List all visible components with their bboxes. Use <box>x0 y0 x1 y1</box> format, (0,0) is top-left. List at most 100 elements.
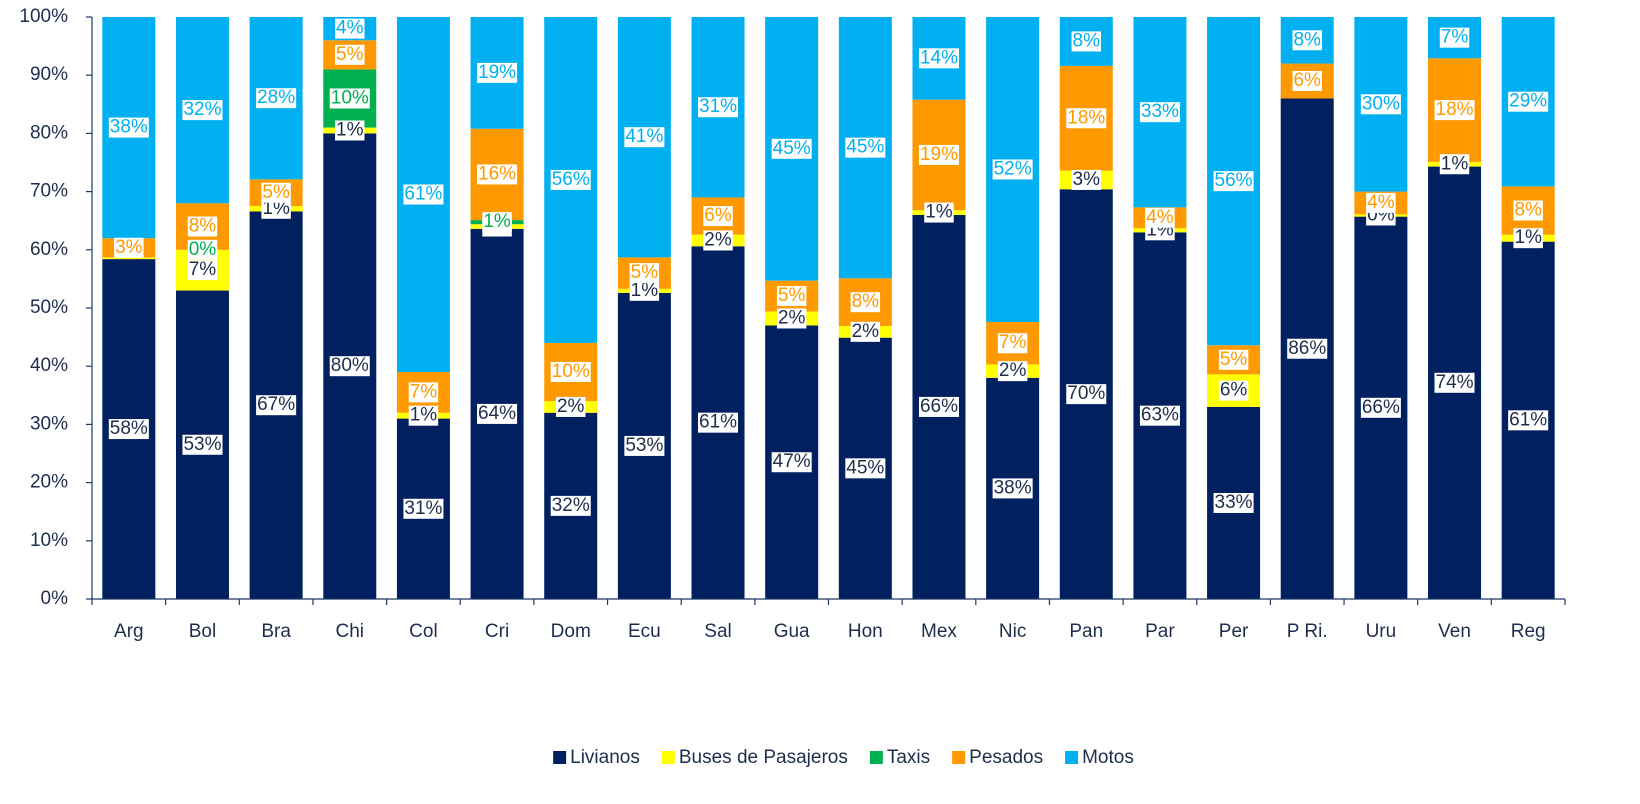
data-label-text: 3% <box>115 237 143 258</box>
legend-label: Taxis <box>887 747 930 768</box>
data-label: 6% <box>703 205 733 226</box>
data-label: 67% <box>256 394 297 415</box>
data-label-text: 6% <box>1220 380 1248 401</box>
data-label-bg <box>187 260 218 281</box>
legend-swatch <box>553 751 567 764</box>
data-label: 86% <box>1287 338 1328 359</box>
x-tick-label: Ecu <box>628 621 661 642</box>
data-label-text: 2% <box>778 307 806 328</box>
data-label-text: 8% <box>1073 30 1101 51</box>
data-label-text: 4% <box>336 18 364 39</box>
data-label-text: 19% <box>920 144 958 165</box>
data-label-text: 32% <box>183 99 221 120</box>
data-label: 8% <box>187 216 218 237</box>
data-label-bg <box>1439 27 1470 48</box>
x-tick-label: Sal <box>704 621 731 642</box>
data-label-text: 45% <box>846 457 884 478</box>
data-label: 31% <box>698 96 739 117</box>
data-label-bg <box>408 405 439 426</box>
data-label-text: 0% <box>189 239 217 260</box>
x-tick-label: Nic <box>999 621 1026 642</box>
data-label-text: 30% <box>1362 93 1400 114</box>
data-label-bg <box>1360 397 1401 418</box>
data-label: 80% <box>329 355 370 377</box>
data-label-text: 8% <box>1514 200 1542 221</box>
data-label: 5% <box>629 262 660 284</box>
data-label: 1% <box>408 405 439 426</box>
data-label-text: 7% <box>410 381 438 402</box>
legend-label: Buses de Pasajeros <box>679 747 848 768</box>
data-label-text: 63% <box>1141 405 1179 426</box>
data-label-bg <box>776 308 807 329</box>
data-label-text: 67% <box>257 394 295 415</box>
data-label: 8% <box>1513 200 1543 221</box>
y-tick-label: 30% <box>30 413 68 434</box>
data-label-text: 1% <box>1441 153 1469 174</box>
data-label-bg <box>703 230 733 251</box>
data-label: 33% <box>1139 101 1180 122</box>
data-label-text: 47% <box>773 451 811 472</box>
data-label: 10% <box>550 361 591 382</box>
data-label-text: 6% <box>704 205 732 226</box>
data-label: 2% <box>850 321 881 342</box>
data-label: 38% <box>992 477 1033 498</box>
data-label: 10% <box>329 87 370 108</box>
data-label-text: 2% <box>704 230 732 251</box>
data-label: 1% <box>629 280 660 301</box>
data-label: 19% <box>918 144 959 165</box>
data-label-bg <box>555 396 586 417</box>
data-label-bg <box>1145 207 1175 228</box>
data-label: 6% <box>1292 70 1322 91</box>
data-label-text: 58% <box>110 418 148 439</box>
data-label-bg <box>850 321 881 342</box>
data-label-text: 19% <box>478 62 516 83</box>
data-label-bg <box>477 164 518 185</box>
data-label-bg <box>918 396 959 417</box>
data-label: 5% <box>261 182 291 203</box>
data-label: 45% <box>771 138 812 159</box>
x-tick-label: Per <box>1219 621 1249 642</box>
data-label-bg <box>1213 492 1254 513</box>
data-label: 8% <box>1071 30 1102 52</box>
y-tick-label: 50% <box>30 297 68 318</box>
data-label-text: 70% <box>1067 383 1105 404</box>
data-label: 38% <box>108 117 149 138</box>
data-label: 5% <box>335 44 365 65</box>
x-tick-label: Cri <box>485 621 509 642</box>
data-label-bg <box>1071 31 1102 52</box>
data-label-text: 86% <box>1288 338 1326 359</box>
data-label: 61% <box>1508 409 1549 430</box>
data-label-bg <box>698 412 739 433</box>
data-label: 53% <box>624 435 665 456</box>
data-label: 3% <box>114 237 144 258</box>
data-label: 30% <box>1360 93 1401 114</box>
x-tick-label: Chi <box>336 621 365 642</box>
data-label: 31% <box>403 498 444 519</box>
data-label-bg <box>850 292 881 313</box>
x-tick-label: Mex <box>921 621 957 642</box>
data-label-bg <box>329 356 370 377</box>
data-label: 32% <box>182 99 223 120</box>
legend-swatch <box>869 751 883 764</box>
data-label: 0% <box>187 239 218 260</box>
data-label: 2% <box>776 307 807 329</box>
y-tick-label: 40% <box>30 355 68 376</box>
data-label-text: 5% <box>631 262 659 283</box>
data-label-bg <box>629 263 660 284</box>
data-label-text: 2% <box>557 396 585 417</box>
data-label-text: 66% <box>1362 397 1400 418</box>
data-label: 8% <box>850 291 881 313</box>
data-label: 4% <box>1145 207 1175 228</box>
y-tick-label: 80% <box>30 122 68 143</box>
x-tick-label: Reg <box>1511 621 1546 642</box>
data-label: 45% <box>845 137 886 158</box>
data-label-bg <box>335 18 365 39</box>
data-label: 1% <box>482 211 512 232</box>
data-label: 32% <box>550 495 591 516</box>
data-label-text: 61% <box>404 184 442 205</box>
data-label: 7% <box>187 259 218 281</box>
x-tick-label: Uru <box>1366 621 1397 642</box>
data-label: 5% <box>776 285 807 306</box>
data-label: 28% <box>256 87 297 108</box>
data-label: 1% <box>924 202 954 223</box>
